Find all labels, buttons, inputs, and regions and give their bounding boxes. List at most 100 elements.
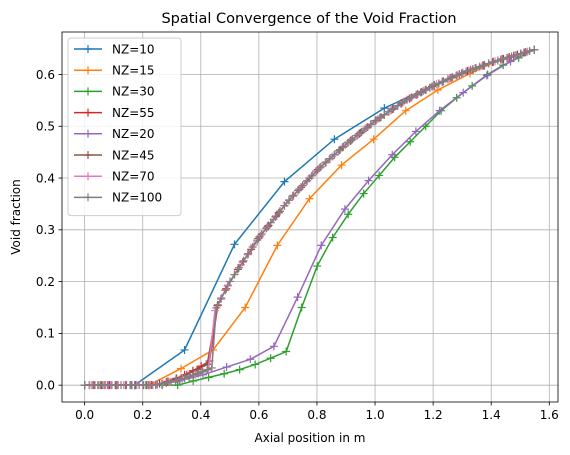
legend-marker xyxy=(84,151,92,159)
data-point xyxy=(180,345,189,354)
data-point xyxy=(393,101,402,110)
legend-label: NZ=30 xyxy=(112,85,155,99)
data-point xyxy=(484,59,493,68)
data-point xyxy=(173,381,182,390)
data-point xyxy=(512,51,521,60)
data-point xyxy=(239,256,248,265)
data-point xyxy=(507,52,516,61)
data-point xyxy=(303,176,312,185)
data-point xyxy=(493,56,502,65)
data-point xyxy=(357,127,366,136)
y-tick-label: 0.1 xyxy=(36,327,55,341)
data-point xyxy=(176,364,185,373)
x-tick-label: 0.4 xyxy=(191,408,210,422)
data-point xyxy=(482,71,491,80)
data-point xyxy=(462,67,471,76)
data-point xyxy=(521,48,530,57)
data-point xyxy=(297,303,306,312)
data-point xyxy=(180,374,189,383)
y-tick-label: 0.3 xyxy=(36,223,55,237)
data-point xyxy=(204,373,213,382)
data-point xyxy=(516,49,525,58)
data-point xyxy=(334,146,343,155)
data-point xyxy=(411,127,420,136)
data-point xyxy=(398,98,407,107)
data-point xyxy=(457,69,466,78)
data-point xyxy=(244,249,253,258)
legend-item: NZ=20 xyxy=(74,127,155,141)
y-tick-label: 0.0 xyxy=(36,378,55,392)
data-point xyxy=(193,365,202,374)
data-point xyxy=(430,81,439,90)
data-point xyxy=(194,369,203,378)
data-point xyxy=(198,367,207,376)
data-point xyxy=(425,83,434,92)
data-point xyxy=(406,137,415,146)
data-point xyxy=(212,303,221,312)
y-tick-label: 0.4 xyxy=(36,171,55,185)
data-point xyxy=(480,61,489,70)
legend-marker xyxy=(84,129,92,138)
data-point xyxy=(280,177,289,186)
data-point xyxy=(328,233,337,242)
legend-marker xyxy=(84,87,92,96)
data-point xyxy=(348,135,357,144)
y-tick-label: 0.2 xyxy=(36,275,55,289)
data-point xyxy=(433,85,442,94)
data-point xyxy=(330,135,339,144)
data-point xyxy=(262,224,271,233)
data-point xyxy=(421,86,430,95)
data-point xyxy=(344,138,353,147)
legend-label: NZ=20 xyxy=(112,127,155,141)
data-point xyxy=(293,293,302,302)
data-point xyxy=(471,64,480,73)
data-point xyxy=(416,88,425,97)
data-point xyxy=(388,150,397,159)
legend-item: NZ=30 xyxy=(74,85,155,99)
x-axis-label: Axial position in m xyxy=(255,431,366,445)
data-point xyxy=(366,120,375,129)
data-point xyxy=(307,171,316,180)
legend-marker xyxy=(84,172,92,181)
data-point xyxy=(294,186,303,195)
data-point xyxy=(162,378,171,387)
data-point xyxy=(353,131,362,140)
y-tick-label: 0.6 xyxy=(36,68,55,82)
data-point xyxy=(248,243,257,252)
data-point xyxy=(362,124,371,133)
x-tick-label: 1.6 xyxy=(540,408,559,422)
data-point xyxy=(506,57,515,66)
legend: NZ=10 NZ=15 NZ=30 NZ=55 NZ=20 NZ=45 NZ=70 NZ=10… xyxy=(67,37,182,217)
data-point xyxy=(222,363,231,372)
legend-item: NZ=70 xyxy=(74,170,155,184)
data-point xyxy=(220,369,229,378)
series-NZ=100 xyxy=(80,45,539,390)
legend-item: NZ=55 xyxy=(74,106,155,120)
legend-label: NZ=100 xyxy=(112,191,162,205)
data-point xyxy=(216,295,225,304)
data-point xyxy=(412,90,421,99)
plot-series xyxy=(80,45,539,390)
data-point xyxy=(498,55,507,64)
plot-frame xyxy=(61,31,559,403)
data-point xyxy=(448,73,457,82)
data-point xyxy=(435,106,444,115)
data-point xyxy=(266,354,275,363)
data-point xyxy=(271,213,280,222)
legend-marker xyxy=(84,66,92,75)
data-point xyxy=(313,262,322,271)
data-point xyxy=(384,107,393,116)
data-point xyxy=(344,210,353,219)
data-point xyxy=(443,75,452,84)
legend-item: NZ=10 xyxy=(74,42,155,56)
data-point xyxy=(375,171,384,180)
data-point xyxy=(330,150,339,159)
data-point xyxy=(207,363,216,372)
legend-item: NZ=100 xyxy=(74,191,162,205)
legend-label: NZ=45 xyxy=(112,148,155,162)
data-point xyxy=(275,207,284,216)
data-point xyxy=(502,53,511,62)
data-point xyxy=(389,104,398,113)
data-point xyxy=(371,116,380,125)
